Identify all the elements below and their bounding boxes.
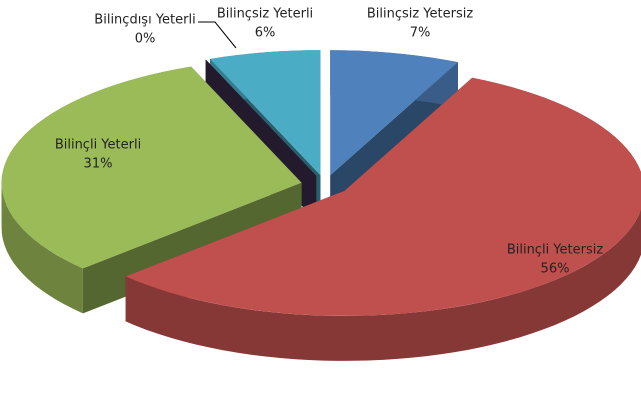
- value-label: 56%: [541, 262, 570, 277]
- slice-top: [125, 77, 641, 316]
- slice-top: [330, 50, 458, 176]
- value-label: 0%: [135, 32, 156, 47]
- slice-top: [1, 66, 302, 269]
- category-label: Bilinçsiz Yeterli: [217, 7, 313, 22]
- value-label: 31%: [84, 157, 113, 172]
- category-label: Bilinçli Yeterli: [55, 138, 141, 153]
- slice-rim: [1, 182, 83, 314]
- slice-top: [205, 59, 317, 176]
- value-label: 7%: [410, 26, 431, 41]
- category-label: Bilinçli Yetersiz: [507, 243, 604, 258]
- category-label: Bilinçsiz Yetersiz: [367, 7, 474, 22]
- slice-rim: [125, 209, 641, 361]
- category-label: Bilinçdışı Yeterli: [94, 13, 195, 28]
- value-label: 6%: [255, 26, 276, 41]
- slice: [125, 77, 641, 361]
- slice-top: [210, 50, 321, 176]
- leader-line: [198, 21, 237, 49]
